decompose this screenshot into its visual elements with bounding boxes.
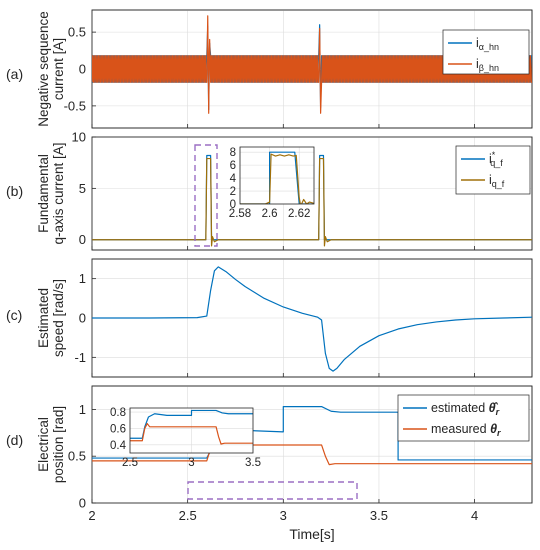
legend-entry-label: iα_hn [476,36,499,52]
zoom-region-box-d [187,481,358,500]
series-line-2 [92,157,532,247]
y-axis-label: Electricalposition [rad]Electrical posit… [36,406,66,483]
inset-y-tick-label: 0 [230,199,236,211]
inset-y-tick-label: 2 [230,186,236,198]
series-line-1 [92,266,532,372]
inset-x-tick-label: 2.62 [288,208,310,220]
panel-c: -1 0 1 Estimatedspeed [rad/s]Estimated spee… [6,258,533,378]
y-tick-label: 0 [79,496,86,511]
inset-x-tick-label: 2.6 [262,208,278,220]
y-tick-label: 0 [79,62,86,77]
y-tick-label: 5 [79,181,86,196]
panel-d: 0 0.5 1 Electricalposition [rad]Electrical … [6,385,533,511]
y-tick-label: 0 [79,232,86,247]
panel-label: (a) [6,66,23,82]
inset-series-line-1 [240,151,314,204]
inset-series-line-2 [240,153,314,204]
y-axis-label: Negative sequencecurrent [A]Negative seq… [36,11,66,127]
legend-entry-label: measured θr [431,422,501,438]
y-tick-label: 0 [79,311,86,326]
panel-label: (b) [6,183,23,199]
x-tick-label: 3.5 [370,508,388,523]
series-group [92,154,532,247]
x-tick-label: 4 [471,508,478,523]
x-tick-label: 2.5 [179,508,197,523]
legend: iα_hn iβ_hn [442,29,530,75]
legend: i* q_f iq_f [455,145,531,195]
y-tick-label: 1 [79,402,86,417]
y-tick-label: 0.5 [68,25,86,40]
legend-box [455,145,531,195]
inset-series-line-2 [130,422,253,445]
legend-box [397,394,530,442]
inset-plot: 2.5 3 3.5 0.4 0.6 0.8 [110,407,261,469]
legend-entry-label: iβ_hn [476,57,499,73]
inset-y-tick-label: 0.4 [110,440,127,452]
legend-entry-label: estimated θ̂r [431,401,500,417]
plot-border [91,385,533,504]
zoom-region-box-b [194,144,218,247]
inset-background [240,147,314,204]
x-tick-label: 3 [280,508,287,523]
y-tick-label: 1 [79,271,86,286]
y-tick-label: 10 [72,130,86,145]
legend-entry-label: iq_f [489,173,505,189]
inset-y-tick-label: 8 [230,147,236,159]
y-axis-label: Fundamentalq-axis current [A]Fundamental… [36,142,66,244]
plot-border [91,136,533,251]
inset-y-tick-label: 4 [230,173,237,185]
inset-y-tick-label: 0.8 [110,407,126,419]
inset-x-tick-label: 3 [188,457,194,469]
x-tick-label: 2 [88,508,95,523]
y-tick-label: -1 [74,350,86,365]
series-group [92,266,532,372]
y-axis-label: Estimatedspeed [rad/s]Estimated speed [r… [36,279,66,357]
inset-border [129,407,254,454]
x-axis-label: Time[s] [289,526,334,542]
y-tick-label: -0.5 [64,98,86,113]
inset-x-tick-label: 2.58 [229,208,251,220]
inset-x-tick-label: 2.5 [122,457,138,469]
legend-box [442,29,530,75]
series-line-2 [92,440,532,466]
legend: estimated θ̂r measured θr [397,394,530,442]
y-tick-label: 0.5 [68,449,86,464]
panel-label: (c) [6,307,22,323]
panel-b: 0 5 10 Fundamentalq-axis current [A]Fundame… [6,130,533,251]
inset-border [239,146,315,205]
inset-x-tick-label: 3.5 [245,457,261,469]
panel-label: (d) [6,432,23,448]
inset-y-tick-label: 0.6 [110,423,126,435]
inset-y-tick-label: 6 [230,160,236,172]
legend-entry-label: i* q_f [489,150,503,168]
